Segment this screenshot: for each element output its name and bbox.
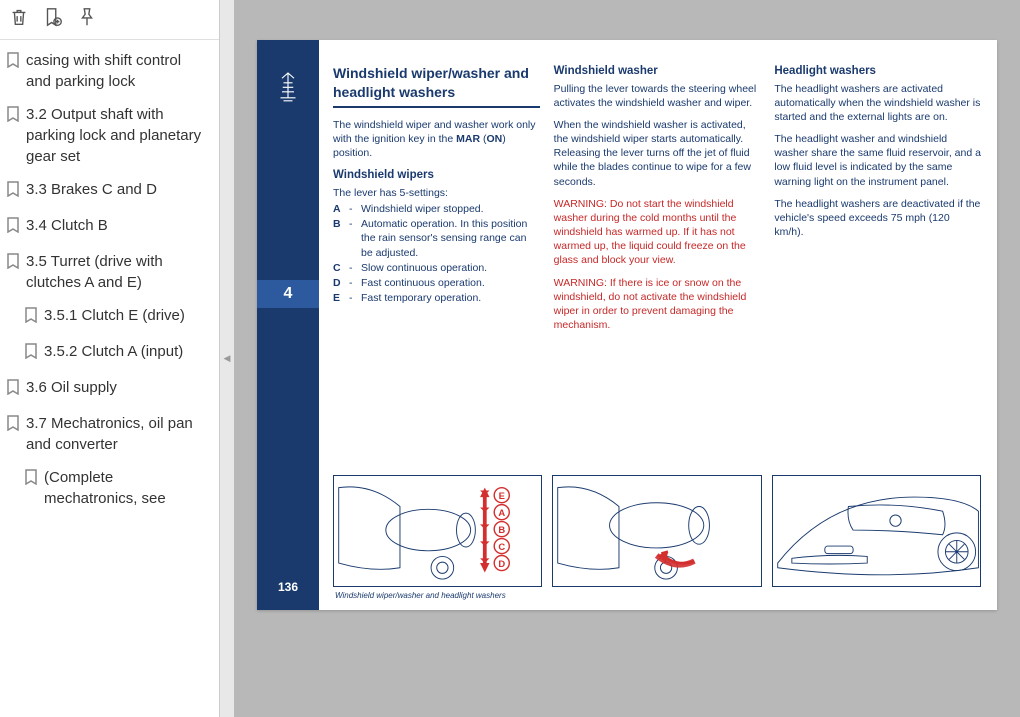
settings-list: A-Windshield wiper stopped.B-Automatic o… xyxy=(333,202,540,305)
svg-text:D: D xyxy=(498,558,505,569)
bookmark-icon xyxy=(24,343,38,365)
bookmark-icon xyxy=(6,52,20,74)
outline-label: 3.6 Oil supply xyxy=(26,377,117,398)
outline-label: 3.5.2 Clutch A (input) xyxy=(44,341,183,362)
chapter-tab: 4 xyxy=(257,280,319,308)
setting-row: B-Automatic operation. In this position … xyxy=(333,217,540,260)
outline-item[interactable]: 3.7 Mechatronics, oil pan and converter xyxy=(4,407,211,461)
headlight-p2: The headlight washer and windshield wash… xyxy=(774,132,981,189)
headlight-p3: The headlight washers are deactivated if… xyxy=(774,197,981,240)
washer-subtitle: Windshield washer xyxy=(554,64,761,80)
washer-p1: Pulling the lever towards the steering w… xyxy=(554,82,761,110)
column-1: Windshield wiper/washer and headlight wa… xyxy=(333,64,540,467)
figure-caption: Windshield wiper/washer and headlight wa… xyxy=(335,591,981,600)
sidebar-toolbar xyxy=(0,0,219,40)
intro-text: The windshield wiper and washer work onl… xyxy=(333,118,540,161)
sidebar-collapse-handle[interactable] xyxy=(220,0,234,717)
outline-item[interactable]: casing with shift control and parking lo… xyxy=(4,44,211,98)
outline-label: casing with shift control and parking lo… xyxy=(26,50,209,92)
outline-item[interactable]: 3.3 Brakes C and D xyxy=(4,173,211,209)
outline-label: 3.3 Brakes C and D xyxy=(26,179,157,200)
bookmark-icon xyxy=(24,469,38,491)
column-2: Windshield washer Pulling the lever towa… xyxy=(554,64,761,467)
washer-p2: When the windshield washer is activated,… xyxy=(554,118,761,189)
page-spine: 4 136 xyxy=(257,40,319,610)
bookmark-icon xyxy=(6,181,20,203)
svg-text:C: C xyxy=(498,541,505,552)
trash-icon[interactable] xyxy=(8,6,30,33)
outline-label: 3.4 Clutch B xyxy=(26,215,108,236)
bookmark-icon xyxy=(6,253,20,275)
headlight-p1: The headlight washers are activated auto… xyxy=(774,82,981,125)
wipers-subtitle: Windshield wipers xyxy=(333,168,540,184)
outline-item[interactable]: 3.2 Output shaft with parking lock and p… xyxy=(4,98,211,173)
setting-row: A-Windshield wiper stopped. xyxy=(333,202,540,216)
section-title: Windshield wiper/washer and headlight wa… xyxy=(333,64,540,108)
figure-1: EABCD xyxy=(333,475,542,587)
warning-1: WARNING: Do not start the windshield was… xyxy=(554,197,761,268)
setting-row: D-Fast continuous operation. xyxy=(333,276,540,290)
svg-text:E: E xyxy=(499,490,505,501)
bookmark-icon xyxy=(6,217,20,239)
warning-2: WARNING: If there is ice or snow on the … xyxy=(554,276,761,333)
outline-list[interactable]: casing with shift control and parking lo… xyxy=(0,40,219,717)
outline-item[interactable]: (Complete mechatronics, see xyxy=(22,461,211,515)
pin-icon[interactable] xyxy=(76,6,98,33)
column-3: Headlight washers The headlight washers … xyxy=(774,64,981,467)
outline-item[interactable]: 3.5.1 Clutch E (drive) xyxy=(22,299,211,335)
bookmark-icon xyxy=(24,307,38,329)
outline-label: (Complete mechatronics, see xyxy=(44,467,209,509)
outline-label: 3.2 Output shaft with parking lock and p… xyxy=(26,104,209,167)
page-content: Windshield wiper/washer and headlight wa… xyxy=(319,40,997,610)
page-number: 136 xyxy=(278,580,298,594)
setting-row: E-Fast temporary operation. xyxy=(333,291,540,305)
outline-item[interactable]: 3.5.2 Clutch A (input) xyxy=(22,335,211,371)
figure-2 xyxy=(552,475,761,587)
bookmark-icon xyxy=(6,379,20,401)
manual-page: 4 136 Windshield wiper/washer and headli… xyxy=(257,40,997,610)
figure-row: EABCD xyxy=(333,475,981,587)
outline-item[interactable]: 3.5 Turret (drive with clutches A and E) xyxy=(4,245,211,299)
headlight-subtitle: Headlight washers xyxy=(774,64,981,80)
outline-item[interactable]: 3.6 Oil supply xyxy=(4,371,211,407)
bookmark-add-icon[interactable] xyxy=(42,6,64,33)
outline-label: 3.7 Mechatronics, oil pan and converter xyxy=(26,413,209,455)
setting-row: C-Slow continuous operation. xyxy=(333,261,540,275)
document-viewer[interactable]: 4 136 Windshield wiper/washer and headli… xyxy=(234,0,1020,717)
figure-3 xyxy=(772,475,981,587)
bookmark-icon xyxy=(6,415,20,437)
outline-label: 3.5.1 Clutch E (drive) xyxy=(44,305,185,326)
bookmark-icon xyxy=(6,106,20,128)
brand-logo-icon xyxy=(273,68,303,113)
outline-sidebar: casing with shift control and parking lo… xyxy=(0,0,220,717)
svg-text:A: A xyxy=(498,507,505,518)
outline-item[interactable]: 3.4 Clutch B xyxy=(4,209,211,245)
outline-label: 3.5 Turret (drive with clutches A and E) xyxy=(26,251,209,293)
lever-intro: The lever has 5-settings: xyxy=(333,186,540,200)
svg-text:B: B xyxy=(498,524,505,535)
